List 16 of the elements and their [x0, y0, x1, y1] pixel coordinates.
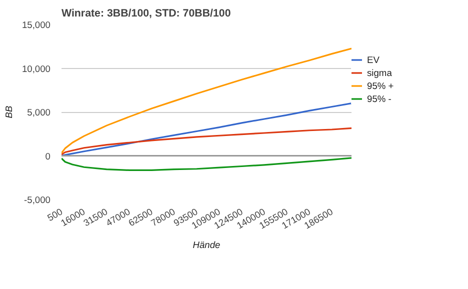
- y-tick-label: 15,000: [22, 20, 50, 30]
- y-axis-title: BB: [4, 106, 14, 118]
- legend-label: sigma: [367, 68, 392, 78]
- line-series: [62, 102, 352, 157]
- legend-label: 95% -: [367, 94, 392, 104]
- legend-label: 95% +: [367, 80, 394, 90]
- legend-label: EV: [367, 54, 380, 64]
- line-series: [62, 48, 352, 154]
- x-axis-title: Hände: [192, 240, 220, 250]
- line-series: [62, 157, 352, 171]
- chart-title: Winrate: 3BB/100, STD: 70BB/100: [62, 8, 231, 20]
- line-series: [62, 127, 352, 156]
- y-tick-label: -5,000: [24, 195, 51, 205]
- y-tick-label: 0: [45, 151, 51, 162]
- y-tick-label: 10,000: [22, 64, 50, 74]
- y-tick-label: 5,000: [27, 108, 50, 118]
